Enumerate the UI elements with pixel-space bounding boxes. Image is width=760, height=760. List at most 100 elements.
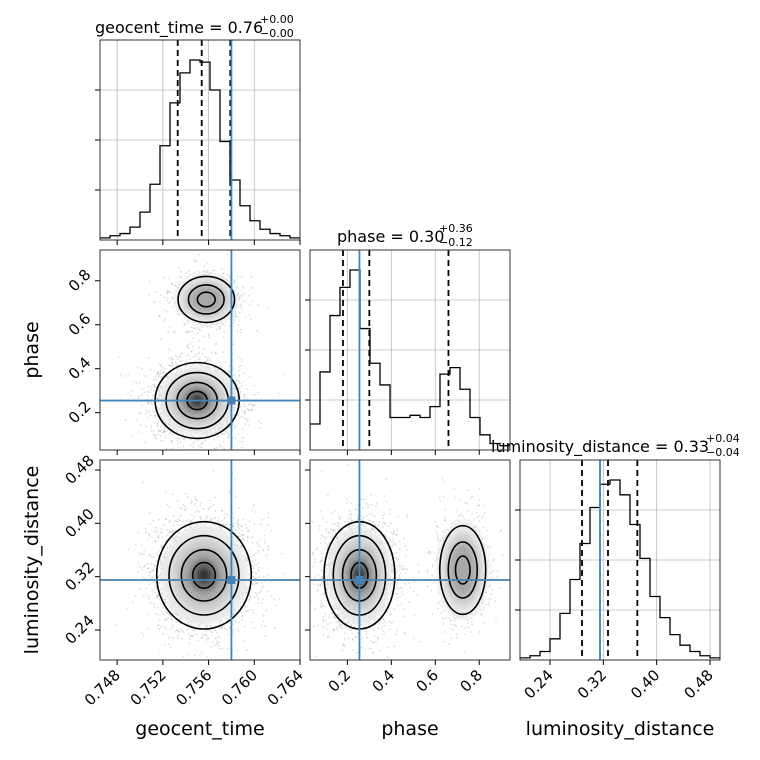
scatter-point — [238, 532, 240, 535]
scatter-point — [243, 411, 245, 414]
scatter-point — [152, 389, 155, 392]
hist-panel-phase — [310, 250, 510, 450]
scatter-point — [190, 520, 193, 523]
scatter-point — [228, 365, 231, 367]
scatter-point — [193, 515, 196, 518]
scatter-point — [186, 319, 189, 322]
scatter-point — [256, 582, 259, 585]
scatter-point — [157, 576, 160, 579]
scatter-point — [212, 438, 215, 441]
scatter-point — [155, 587, 158, 590]
scatter-point — [240, 533, 243, 536]
scatter-point — [154, 386, 157, 389]
scatter-point — [184, 493, 187, 495]
scatter-point — [183, 508, 186, 511]
scatter-point — [213, 447, 215, 449]
scatter-point — [237, 523, 240, 526]
scatter-point — [229, 276, 231, 279]
scatter-point — [176, 629, 179, 631]
scatter-point — [254, 591, 257, 594]
scatter-point — [183, 505, 186, 507]
scatter-point — [173, 302, 176, 304]
scatter-point — [217, 429, 220, 432]
scatter-point — [232, 316, 235, 318]
scatter-point — [179, 275, 182, 278]
scatter-point — [200, 651, 203, 654]
scatter-point — [171, 282, 173, 285]
scatter-point — [214, 644, 216, 647]
scatter-point — [221, 372, 224, 375]
scatter-point — [235, 496, 238, 499]
scatter-point — [212, 269, 214, 272]
scatter-point — [189, 526, 191, 528]
scatter-point — [208, 334, 210, 337]
scatter-point — [239, 303, 242, 306]
scatter-point — [190, 513, 193, 516]
scatter-point — [216, 642, 219, 644]
scatter-point — [246, 649, 248, 651]
scatter-point — [198, 661, 200, 663]
scatter-point — [246, 557, 249, 560]
scatter-point — [156, 425, 159, 428]
scatter-point — [236, 383, 239, 386]
scatter-point — [163, 625, 166, 628]
scatter-point — [234, 279, 236, 282]
scatter-point — [234, 316, 237, 318]
scatter-point — [221, 366, 223, 369]
scatter-point — [178, 617, 181, 620]
scatter-point — [262, 548, 265, 551]
scatter-point — [203, 335, 205, 338]
scatter-point — [145, 527, 147, 530]
scatter-point — [261, 518, 264, 521]
scatter-point — [164, 430, 166, 433]
scatter-point — [146, 394, 149, 397]
scatter-point — [245, 527, 248, 529]
scatter-point — [205, 624, 208, 627]
scatter-point — [165, 458, 167, 460]
scatter-point — [138, 381, 141, 384]
scatter-point — [241, 415, 244, 418]
scatter-point — [236, 649, 239, 652]
scatter-point — [243, 293, 246, 295]
scatter-point — [219, 445, 222, 448]
scatter-point — [199, 446, 202, 448]
scatter-point — [179, 627, 182, 630]
scatter-point — [168, 520, 171, 523]
scatter-point — [251, 509, 254, 512]
scatter-point — [206, 326, 209, 328]
scatter-point — [250, 408, 253, 411]
scatter-point — [148, 511, 151, 514]
scatter-point — [158, 430, 161, 433]
scatter-point — [205, 454, 207, 456]
scatter-point — [170, 365, 173, 368]
scatter-point — [204, 633, 207, 636]
scatter-point — [157, 372, 159, 374]
scatter-point — [149, 414, 152, 417]
scatter-point — [209, 517, 212, 520]
scatter-point — [210, 326, 213, 328]
scatter-point — [156, 531, 159, 534]
scatter-point — [212, 469, 215, 472]
scatter-point — [250, 587, 253, 590]
scatter-point — [227, 370, 230, 372]
scatter-point — [146, 417, 149, 419]
scatter-point — [145, 530, 148, 533]
scatter-point — [183, 323, 186, 326]
scatter-point — [201, 364, 204, 366]
scatter-point — [221, 519, 223, 522]
scatter-point — [226, 429, 229, 432]
scatter-point — [238, 296, 241, 299]
xlabel-geocent-time: geocent_time — [135, 718, 264, 740]
scatter-point — [183, 323, 186, 325]
scatter-point — [259, 523, 262, 526]
scatter-point — [134, 595, 137, 598]
scatter-point — [247, 587, 250, 590]
scatter-point — [201, 353, 204, 355]
scatter-point — [236, 627, 238, 630]
scatter-point — [253, 523, 256, 525]
scatter-point — [214, 496, 217, 499]
scatter-point — [200, 443, 203, 445]
scatter-point — [140, 412, 143, 414]
scatter-point — [259, 427, 261, 429]
scatter-point — [162, 371, 165, 373]
